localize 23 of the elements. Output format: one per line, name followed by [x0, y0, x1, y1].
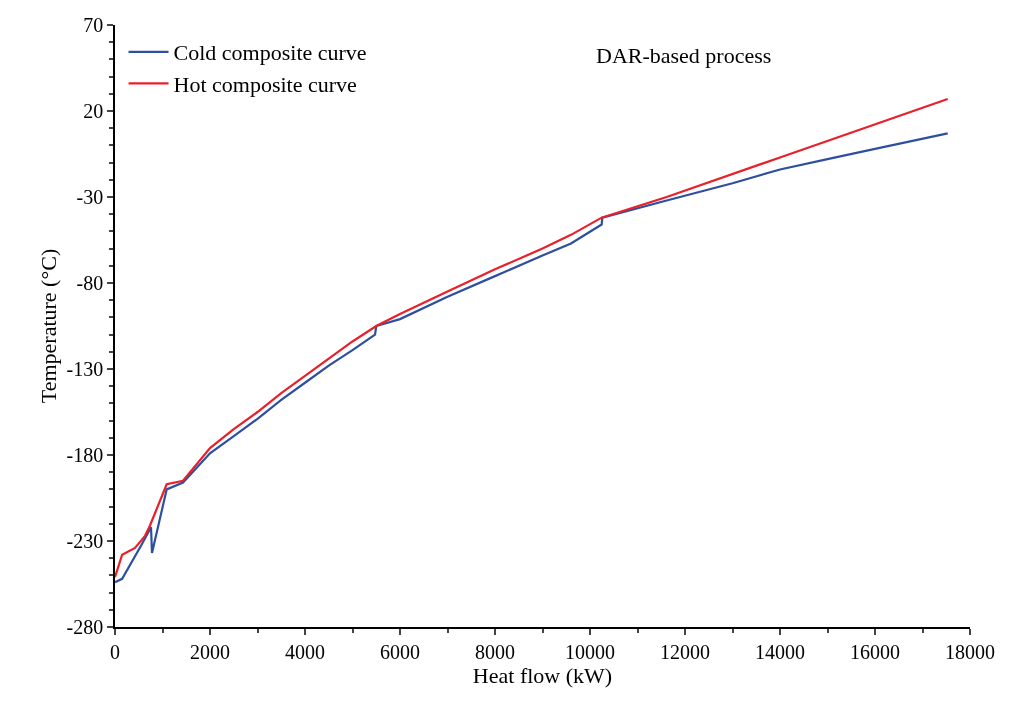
x-tick-label: 8000 — [475, 640, 515, 663]
x-tick-label: 0 — [110, 640, 120, 663]
annotation: DAR-based process — [596, 43, 772, 68]
y-tick-label: -280 — [66, 616, 104, 638]
x-axis-title: Heat flow (kW) — [472, 662, 613, 688]
y-axis-title: Temperature (°C) — [35, 248, 61, 404]
y-tick-label: -30 — [76, 186, 104, 208]
x-tick-label: 10000 — [565, 640, 615, 663]
y-tick-label: 20 — [83, 100, 104, 122]
legend-label: Hot composite curve — [173, 72, 357, 97]
y-tick-label: -230 — [66, 530, 104, 552]
x-tick-label: 18000 — [945, 640, 995, 663]
x-tick-label: 12000 — [660, 640, 710, 663]
y-tick-label: -180 — [66, 444, 104, 466]
x-tick-label: 4000 — [285, 640, 325, 663]
y-tick-label: 70 — [83, 14, 104, 36]
x-tick-label: 6000 — [380, 640, 420, 663]
x-tick-label: 2000 — [190, 640, 230, 663]
y-tick-label: -130 — [66, 358, 104, 380]
y-tick-label: -80 — [76, 272, 104, 294]
x-tick-label: 14000 — [755, 640, 805, 663]
x-tick-label: 16000 — [850, 640, 900, 663]
legend-label: Cold composite curve — [173, 40, 367, 66]
